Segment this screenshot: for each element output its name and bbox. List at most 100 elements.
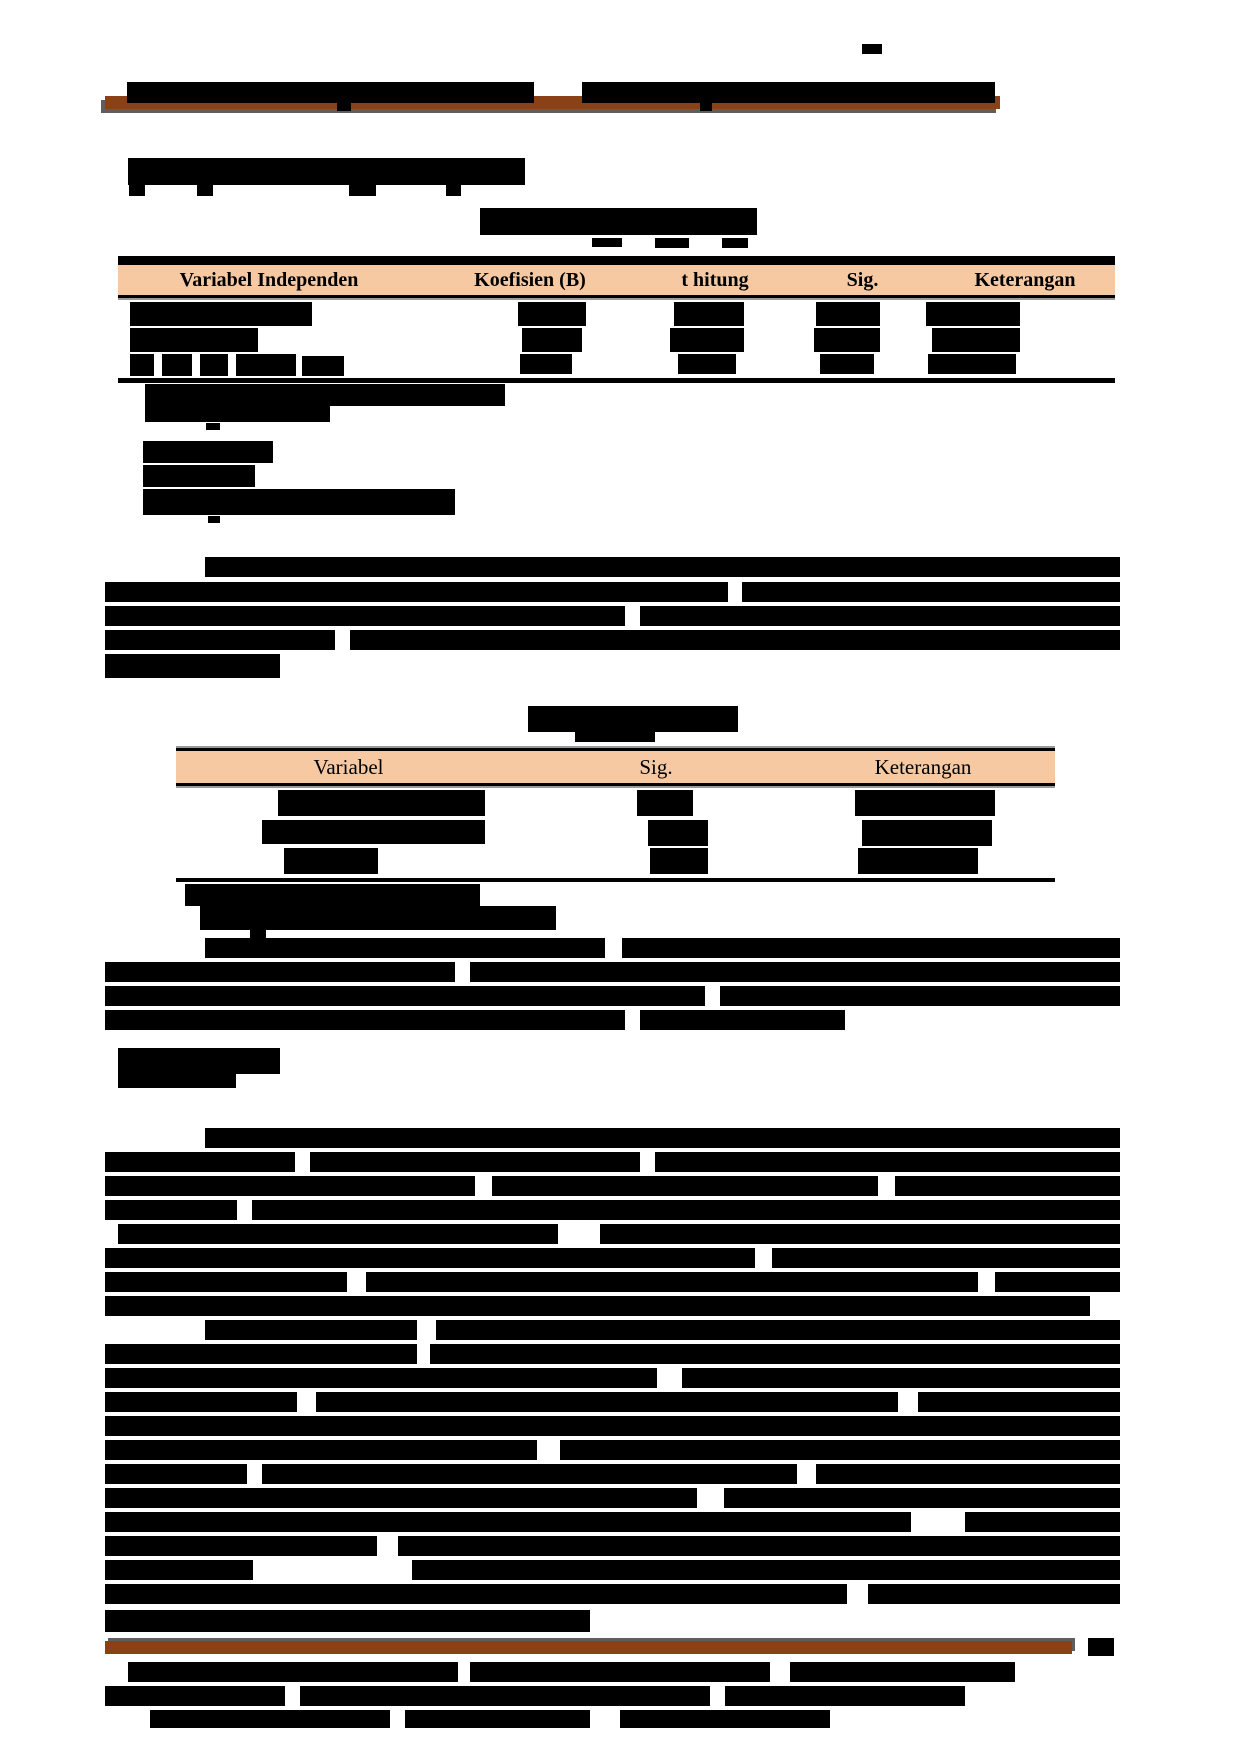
- redacted-table1-body-col-variabel: [302, 356, 344, 376]
- redacted-paragraph-2: [205, 938, 605, 958]
- redacted-table1-caption: [655, 238, 689, 248]
- redacted-body-text-block: [105, 1296, 1090, 1316]
- table-uji-parsial: Variabel Independen Koefisien (B) t hitu…: [118, 256, 1115, 383]
- redacted-keterangan-list: [143, 441, 273, 463]
- footer-divider-rule: [105, 1641, 1072, 1654]
- redacted-table1-source-note: [145, 384, 505, 406]
- redacted-body-text-block: [105, 1272, 347, 1292]
- redacted-body-text-block: [105, 1152, 295, 1172]
- redacted-table1-body-col-sig: [820, 354, 874, 374]
- redacted-footer-note: [150, 1710, 390, 1728]
- redacted-table1-body-col-thitung: [674, 302, 744, 326]
- redacted-table1-body-col-koefisien: [520, 354, 572, 374]
- redacted-body-text-block: [412, 1560, 1120, 1580]
- redacted-footer-note: [620, 1710, 830, 1728]
- redacted-paragraph-2: [105, 962, 455, 982]
- redacted-table2-body-col-variabel: [284, 848, 378, 874]
- redacted-section-heading-1: [197, 185, 213, 196]
- redacted-body-text-block: [252, 1200, 1120, 1220]
- redacted-table1-body-col-variabel: [200, 354, 228, 376]
- redacted-body-text-block: [105, 1488, 697, 1508]
- table1-header-koefisien-b: Koefisien (B): [474, 269, 586, 291]
- redacted-body-text-block: [105, 1512, 911, 1532]
- redacted-table1-body-col-koefisien: [522, 328, 582, 352]
- redacted-body-text-block: [105, 1200, 237, 1220]
- redacted-body-text-block: [105, 1440, 537, 1460]
- redacted-body-text-block: [105, 1392, 297, 1412]
- table2-bottom-border: [176, 878, 1055, 882]
- redacted-table1-body-col-variabel: [130, 328, 258, 352]
- redacted-paragraph-1: [640, 606, 1120, 626]
- table2-header-row: Variabel Sig. Keterangan: [176, 751, 1055, 783]
- redacted-page-number: [1088, 1638, 1114, 1656]
- redacted-table1-caption: [722, 238, 748, 248]
- redacted-body-text-block: [560, 1440, 1120, 1460]
- redacted-body-text-block: [105, 1560, 253, 1580]
- redacted-section-heading-1: [128, 158, 525, 185]
- redacted-paragraph-1: [105, 606, 625, 626]
- redacted-table1-body-col-koefisien: [518, 302, 586, 326]
- table1-header-row: Variabel Independen Koefisien (B) t hitu…: [118, 265, 1115, 295]
- redacted-paragraph-2: [640, 1010, 845, 1030]
- redacted-running-header-left: [127, 82, 534, 103]
- redacted-body-text-block: [436, 1320, 1120, 1340]
- redacted-paragraph-1: [105, 654, 280, 678]
- redacted-table1-body-col-variabel: [130, 302, 312, 326]
- redacted-keterangan-list: [143, 465, 255, 487]
- redacted-body-text-block: [918, 1392, 1120, 1412]
- redacted-body-text-block: [105, 1610, 590, 1632]
- redacted-body-text-block: [995, 1272, 1120, 1292]
- redacted-body-text-block: [868, 1584, 1120, 1604]
- redacted-table1-source-note: [145, 406, 330, 422]
- redacted-table2-body-col-keterangan: [855, 790, 995, 816]
- redacted-running-header-right: [700, 103, 712, 111]
- redacted-section-heading-1: [129, 185, 145, 196]
- redacted-body-text-block: [316, 1392, 898, 1412]
- redacted-footer-note: [405, 1710, 590, 1728]
- table1-header-keterangan: Keterangan: [974, 269, 1076, 291]
- redacted-table2-caption: [528, 706, 738, 732]
- redacted-table1-body-col-variabel: [130, 354, 154, 376]
- redacted-keterangan-list: [143, 489, 455, 515]
- redacted-body-text-block: [682, 1368, 1120, 1388]
- redacted-footer-note: [300, 1686, 710, 1706]
- redacted-body-text-block: [430, 1344, 1120, 1364]
- redacted-section-heading-1: [446, 185, 461, 196]
- redacted-section-heading-2: [118, 1074, 236, 1088]
- redacted-paragraph-1: [105, 630, 335, 650]
- redacted-body-text-block: [398, 1536, 1120, 1556]
- redacted-footer-note: [790, 1662, 1015, 1682]
- redacted-paragraph-1: [318, 582, 728, 602]
- redacted-footer-note: [470, 1662, 770, 1682]
- redacted-body-text-block: [724, 1488, 1120, 1508]
- redacted-body-text-block: [965, 1512, 1120, 1532]
- redacted-running-header-right: [862, 44, 882, 54]
- redacted-table2-body-col-sig: [648, 820, 708, 846]
- table1-header-t-hitung: t hitung: [681, 269, 749, 291]
- redacted-table1-body-col-sig: [814, 328, 880, 352]
- redacted-paragraph-2: [105, 1010, 625, 1030]
- table2-header-underline: [176, 783, 1055, 786]
- redacted-table1-body-col-keterangan: [928, 354, 1016, 374]
- redacted-body-text-block: [105, 1536, 377, 1556]
- redacted-body-text-block: [105, 1248, 755, 1268]
- redacted-footer-note: [105, 1686, 285, 1706]
- redacted-table2-source-note: [200, 906, 556, 930]
- redacted-running-header-right: [582, 82, 995, 103]
- redacted-body-text-block: [105, 1416, 1120, 1436]
- redacted-body-text-block: [492, 1176, 878, 1196]
- redacted-table1-body-col-sig: [816, 302, 880, 326]
- redacted-body-text-block: [105, 1176, 475, 1196]
- redacted-body-text-block: [816, 1464, 1120, 1484]
- redacted-section-heading-1: [349, 185, 376, 196]
- table2-header-variabel: Variabel: [313, 754, 384, 779]
- table1-header-sig: Sig.: [846, 269, 879, 291]
- redacted-running-header-left: [337, 103, 351, 111]
- redacted-table1-source-note: [206, 423, 220, 430]
- table2-header-keterangan: Keterangan: [874, 754, 972, 779]
- redacted-table1-body-col-thitung: [670, 328, 744, 352]
- redacted-table2-body-col-sig: [637, 790, 693, 816]
- redacted-body-text-block: [105, 1584, 847, 1604]
- redacted-table1-caption: [592, 238, 622, 247]
- redacted-keterangan-list: [208, 516, 220, 523]
